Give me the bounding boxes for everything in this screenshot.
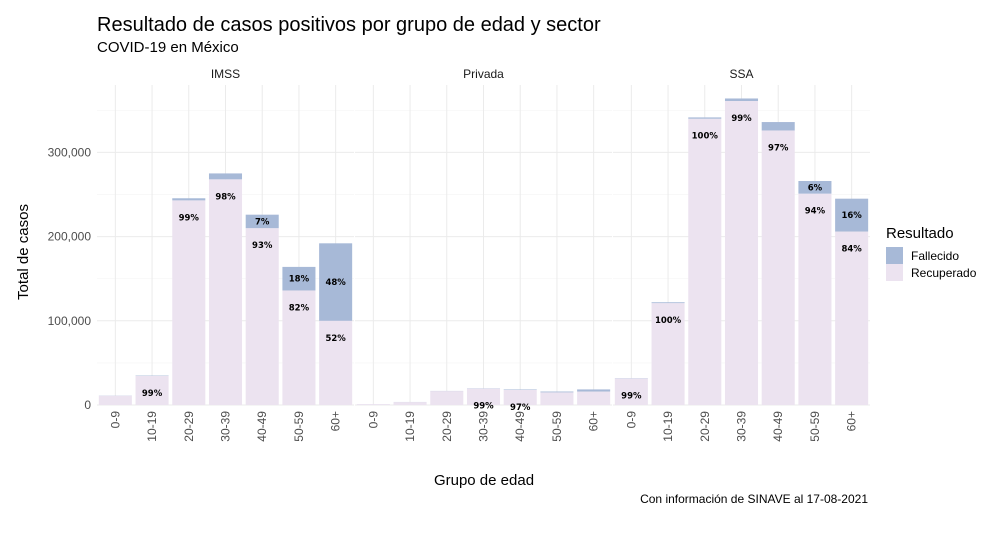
x-tick-label: 10-19 [661, 411, 675, 442]
bar-recuperado [172, 200, 206, 405]
x-tick-label: 30-39 [735, 411, 749, 442]
bar-recuperado [208, 179, 243, 405]
bar-fallecido [835, 198, 869, 232]
x-axis-title: Grupo de edad [434, 472, 534, 489]
bar-recuperado [614, 378, 648, 405]
x-tick-label: 20-29 [698, 411, 712, 442]
y-tick-label: 0 [84, 398, 91, 412]
bar-label-recuperado: 99% [142, 389, 163, 399]
bar-fallecido [761, 122, 795, 131]
x-tick-label: 30-39 [219, 411, 233, 442]
bar-fallecido [540, 391, 574, 393]
bar-label-recuperado: 99% [179, 213, 200, 223]
bar-label-recuperado: 82% [289, 303, 310, 313]
bar-label-fallecido: 16% [841, 211, 862, 221]
bar-recuperado [688, 118, 722, 406]
x-tick-label: 0-9 [366, 411, 380, 429]
bar-label-recuperado: 99% [473, 402, 494, 412]
legend-title: Resultado [886, 225, 954, 242]
bar-label-recuperado: 100% [655, 316, 682, 326]
bar-fallecido [798, 181, 832, 194]
bar-label-recuperado: 93% [252, 241, 273, 251]
bar-recuperado [798, 193, 832, 405]
legend-key-fallecido [886, 247, 903, 264]
legend-label-recuperado: Recuperado [911, 266, 977, 280]
x-tick-label: 50-59 [808, 411, 822, 442]
bar-recuperado [98, 395, 132, 405]
x-tick-label: 10-19 [403, 411, 417, 442]
bar-label-recuperado: 97% [768, 143, 789, 153]
y-tick-label: 300,000 [48, 145, 92, 159]
bar-recuperado [245, 228, 279, 405]
x-tick-label: 0-9 [108, 411, 122, 429]
bar-recuperado [651, 303, 685, 405]
bar-fallecido [245, 214, 279, 229]
bar-recuperado [466, 388, 501, 405]
bar-label-fallecido: 6% [808, 183, 823, 193]
y-axis-title: Total de casos [15, 204, 32, 300]
bar-recuperado [356, 404, 390, 405]
bar-recuperado [135, 375, 169, 405]
bar-label-recuperado: 100% [692, 132, 719, 142]
x-tick-label: 20-29 [440, 411, 454, 442]
x-tick-label: 40-49 [255, 411, 269, 442]
bar-label-recuperado: 52% [325, 334, 346, 344]
x-tick-label: 20-29 [182, 411, 196, 442]
bar-recuperado [503, 389, 537, 405]
chart-caption: Con información de SINAVE al 17-08-2021 [640, 492, 868, 506]
panel-label-privada: Privada [463, 67, 504, 81]
bar-recuperado [835, 231, 869, 405]
bar-fallecido [172, 198, 206, 201]
bar-label-recuperado: 84% [841, 245, 862, 255]
bar-recuperado [540, 392, 574, 405]
bar-fallecido [577, 389, 611, 392]
x-tick-label: 60+ [329, 411, 343, 431]
bar-fallecido [319, 243, 353, 321]
bar-recuperado [761, 130, 795, 405]
bar-label-recuperado: 99% [731, 114, 752, 124]
x-tick-label: 0-9 [624, 411, 638, 429]
bar-label-recuperado: 99% [621, 391, 642, 401]
bar-fallecido [688, 117, 722, 119]
bar-label-fallecido: 48% [325, 278, 346, 288]
bar-fallecido [651, 302, 685, 304]
x-tick-label: 10-19 [145, 411, 159, 442]
bar-recuperado [430, 391, 464, 405]
chart-title: Resultado de casos positivos por grupo d… [97, 14, 601, 36]
panel-label-ssa: SSA [729, 67, 753, 81]
y-tick-label: 200,000 [48, 230, 92, 244]
bar-recuperado [724, 101, 759, 405]
bar-recuperado [393, 402, 427, 405]
x-tick-label: 60+ [587, 411, 601, 431]
x-tick-label: 30-39 [477, 411, 491, 442]
bar-label-fallecido: 18% [289, 275, 310, 285]
bar-recuperado [282, 290, 316, 405]
x-tick-label: 50-59 [292, 411, 306, 442]
bar-label-recuperado: 97% [510, 403, 531, 413]
bar-recuperado [319, 320, 353, 405]
bar-label-fallecido: 7% [255, 217, 270, 227]
bar-label-recuperado: 94% [805, 207, 826, 217]
y-tick-label: 100,000 [48, 314, 92, 328]
bar-fallecido [724, 98, 759, 101]
panel-label-imss: IMSS [211, 67, 240, 81]
bar-fallecido [282, 266, 316, 291]
bar-recuperado [577, 391, 611, 405]
x-tick-label: 60+ [845, 411, 859, 431]
x-tick-label: 40-49 [771, 411, 785, 442]
legend-key-recuperado [886, 264, 903, 281]
bar-fallecido [503, 389, 537, 390]
x-tick-label: 50-59 [550, 411, 564, 442]
bar-fallecido [208, 173, 243, 180]
legend-label-fallecido: Fallecido [911, 249, 959, 263]
chart-subtitle: COVID-19 en México [97, 39, 239, 56]
x-tick-label: 40-49 [513, 411, 527, 442]
bar-label-recuperado: 98% [215, 192, 236, 202]
